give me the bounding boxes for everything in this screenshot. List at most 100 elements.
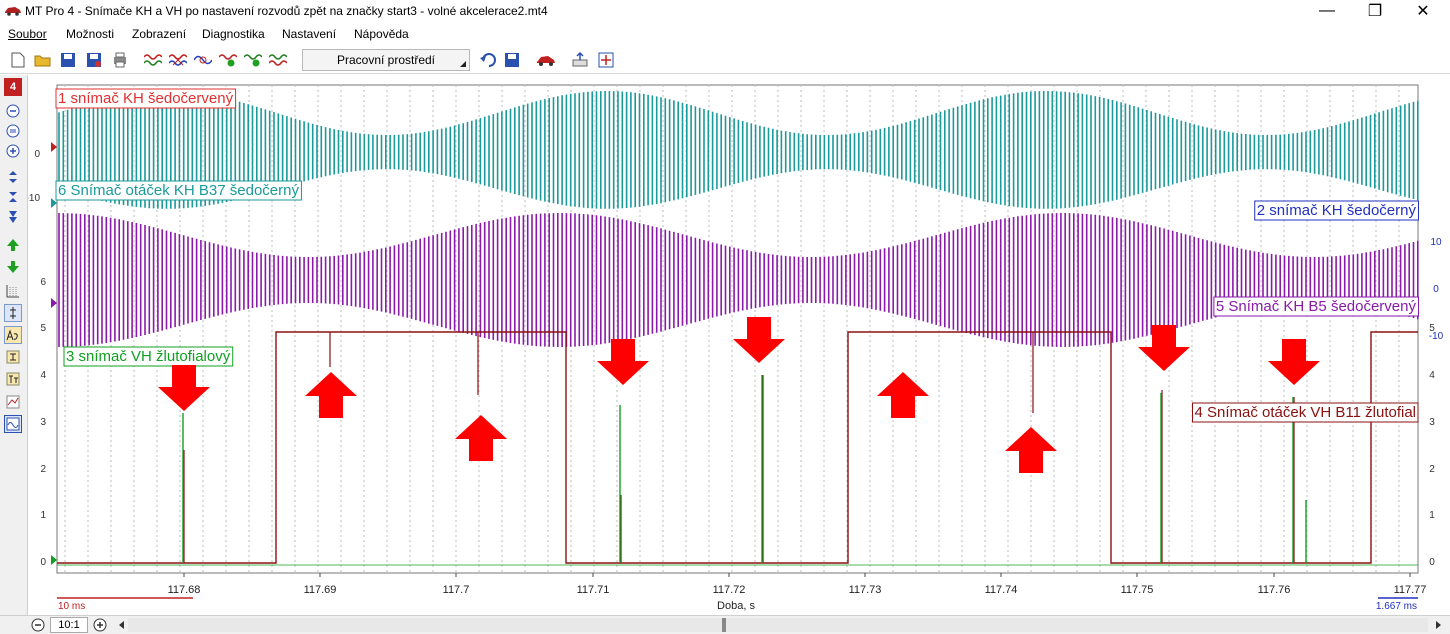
scroll-right-icon[interactable]	[1432, 617, 1446, 633]
save-workspace-icon[interactable]	[502, 50, 522, 70]
scale-left-label: 10 ms	[58, 601, 85, 612]
menu-zobrazeni[interactable]: Zobrazení	[132, 27, 186, 41]
close-button[interactable]: ✕	[1416, 3, 1430, 20]
x-tick-label: 117.7	[443, 584, 470, 596]
channel-label-box	[1254, 200, 1419, 221]
arrow-down-marker	[158, 365, 210, 411]
channel-label: 1 snímač KH šedočervený	[58, 90, 234, 107]
workspace-label: Pracovní prostředí	[336, 53, 436, 67]
oscilloscope-plot[interactable]: 0-106543210100-10543210117.68117.69117.7…	[26, 75, 1450, 615]
signal-add-icon[interactable]	[243, 50, 263, 70]
signal-check-icon[interactable]	[218, 50, 238, 70]
channel-5-trace	[58, 213, 1419, 347]
menu-bar: Soubor Možnosti Zobrazení Diagnostika Na…	[0, 23, 1450, 45]
menu-napoveda[interactable]: Nápověda	[354, 27, 409, 41]
left-tick-bottom: 0	[40, 557, 46, 568]
scroll-left-icon[interactable]	[114, 617, 128, 633]
menu-diagnostika-label: Diagnostika	[202, 27, 265, 41]
left-tick-bottom: 3	[40, 417, 46, 428]
shrink-vertical-icon[interactable]	[4, 188, 22, 206]
minimize-button[interactable]: —	[1319, 2, 1335, 19]
horizontal-scrollbar[interactable]	[128, 618, 1428, 632]
undo-icon[interactable]	[478, 50, 498, 70]
toolbar: Pracovní prostředí	[0, 46, 1450, 74]
channel-label: 6 Snímač otáček KH B37 šedočerný	[58, 182, 299, 199]
channel-count-badge[interactable]: 4	[4, 78, 22, 96]
new-file-icon[interactable]	[8, 50, 28, 70]
signal-cross-icon[interactable]	[168, 50, 188, 70]
cursor-icon[interactable]	[4, 304, 22, 322]
right-tick-bottom: 5	[1429, 323, 1435, 334]
zoom-out-icon[interactable]	[4, 102, 22, 120]
channel-label-box	[63, 346, 234, 367]
x-tick-label: 117.76	[1258, 584, 1291, 596]
arrow-down-marker	[1268, 339, 1320, 385]
menu-nastaveni-label: Nastavení	[282, 27, 337, 41]
scale-right-label: 1.667 ms	[1376, 601, 1417, 612]
signal-settings-icon[interactable]	[268, 50, 288, 70]
left-tick-top: 0	[34, 149, 40, 160]
left-tick-bottom: 1	[40, 510, 46, 521]
fit-window-icon[interactable]	[596, 50, 616, 70]
measure-icon[interactable]	[4, 393, 22, 411]
grid-icon[interactable]	[4, 282, 22, 300]
channel-label-box	[55, 88, 237, 109]
text-tool-icon[interactable]	[4, 370, 22, 388]
left-tick-bottom: 6	[40, 277, 46, 288]
arrow-down-marker	[1138, 325, 1190, 371]
right-tick-bottom: 3	[1429, 417, 1435, 428]
channel-label: 5 Snímač KH B5 šedočervený	[1216, 298, 1417, 315]
car-app-icon	[5, 7, 21, 16]
signal-loop-icon[interactable]	[193, 50, 213, 70]
right-tick-bottom: 0	[1429, 557, 1435, 568]
signal-canvas[interactable]: 0-106543210100-10543210117.68117.69117.7…	[26, 75, 1450, 615]
maximize-button[interactable]: ❐	[1367, 3, 1383, 20]
waveform-view-icon[interactable]	[4, 415, 22, 433]
x-tick-label: 117.72	[713, 584, 746, 596]
scrollbar-thumb[interactable]	[722, 618, 726, 632]
workspace-dropdown[interactable]: Pracovní prostředí	[302, 49, 470, 71]
left-tick-bottom: 4	[40, 370, 46, 381]
signal-wave-icon[interactable]	[143, 50, 163, 70]
plot-frame	[56, 84, 1419, 574]
save-icon[interactable]	[58, 50, 78, 70]
arrow-up-marker	[1005, 427, 1057, 473]
left-tick-top: -10	[28, 193, 40, 204]
range-icon[interactable]	[4, 348, 22, 366]
open-folder-icon[interactable]	[33, 50, 53, 70]
right-tick-mid: -10	[1429, 331, 1444, 342]
car-icon[interactable]	[536, 50, 556, 70]
zoom-in-status-icon[interactable]	[92, 617, 108, 633]
zoom-in-icon[interactable]	[4, 142, 22, 160]
text-label-icon[interactable]	[4, 326, 22, 344]
zoom-ratio[interactable]: 10:1	[50, 617, 88, 633]
export-icon[interactable]	[570, 50, 590, 70]
arrow-down-marker	[733, 317, 785, 363]
window-title: MT Pro 4 - Snímače KH a VH po nastavení …	[25, 4, 548, 18]
right-tick-bottom: 1	[1429, 510, 1435, 521]
menu-nastaveni[interactable]: Nastavení	[282, 27, 336, 41]
channel-label-box	[1192, 402, 1419, 423]
channel-marker	[51, 298, 57, 308]
right-tick-mid: 0	[1433, 284, 1439, 295]
right-tick-mid: 10	[1430, 237, 1442, 248]
channel-marker	[51, 142, 57, 152]
zoom-out-status-icon[interactable]	[30, 617, 46, 633]
menu-moznosti[interactable]: Možnosti	[66, 27, 114, 41]
move-down-icon[interactable]	[4, 208, 22, 226]
left-tool-column: 4	[0, 75, 28, 615]
menu-diagnostika[interactable]: Diagnostika	[202, 27, 265, 41]
zoom-reset-icon[interactable]	[4, 122, 22, 140]
channel-4-trace	[57, 331, 1418, 564]
arrow-up-icon[interactable]	[4, 236, 22, 254]
print-icon[interactable]	[110, 50, 130, 70]
arrow-down-icon[interactable]	[4, 258, 22, 276]
menu-soubor[interactable]: Soubor	[8, 27, 47, 41]
menu-moznosti-label: Možnosti	[66, 27, 115, 41]
right-tick-bottom: 4	[1429, 370, 1435, 381]
channel-marker	[51, 198, 57, 208]
expand-vertical-icon[interactable]	[4, 168, 22, 186]
channel-label: 4 Snímač otáček VH B11 žlutofial	[1195, 404, 1417, 421]
save-as-icon[interactable]	[84, 50, 104, 70]
x-axis-label: Doba, s	[717, 600, 755, 612]
